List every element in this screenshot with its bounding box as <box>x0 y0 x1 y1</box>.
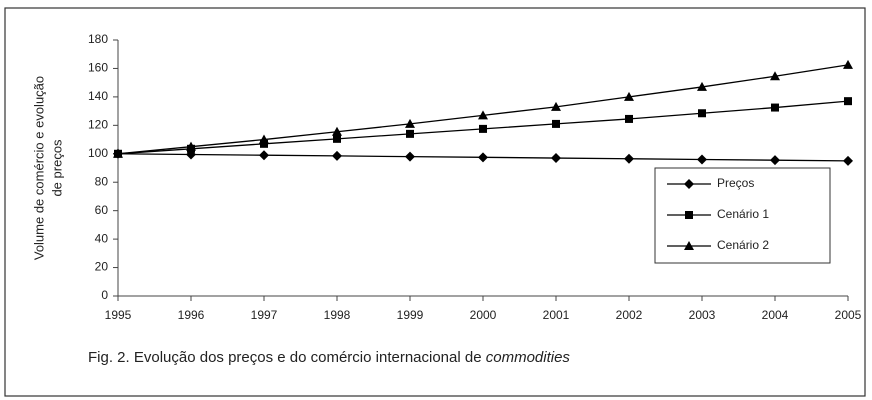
legend-label: Cenário 2 <box>717 238 769 252</box>
data-point <box>332 150 342 161</box>
y-axis-label: de preços <box>49 139 64 197</box>
data-point <box>843 59 853 69</box>
data-point <box>260 139 268 148</box>
data-point <box>479 124 487 133</box>
data-point <box>697 81 707 91</box>
data-point <box>405 151 415 162</box>
data-point <box>771 103 779 112</box>
data-point <box>113 148 123 158</box>
data-point <box>186 141 196 151</box>
data-point <box>478 110 488 120</box>
y-tick-label: 0 <box>101 288 108 302</box>
y-tick-label: 120 <box>88 118 108 132</box>
data-point <box>478 152 488 163</box>
data-point <box>332 126 342 136</box>
data-point <box>770 155 780 166</box>
data-point <box>698 109 706 118</box>
data-point <box>844 97 852 106</box>
y-tick-label: 140 <box>88 89 108 103</box>
data-point <box>770 71 780 81</box>
y-tick-label: 60 <box>95 203 109 217</box>
x-tick-label: 1996 <box>178 308 205 322</box>
caption-italic: commodities <box>486 349 571 366</box>
data-point <box>333 134 341 143</box>
data-point <box>625 114 633 123</box>
x-tick-label: 1998 <box>324 308 351 322</box>
data-point <box>405 118 415 128</box>
legend-marker <box>684 241 694 250</box>
y-axis-label: Volume de comércio e evolução <box>31 76 46 260</box>
legend-label: Preços <box>717 176 754 190</box>
caption-text: Fig. 2. Evolução dos preços e do comérci… <box>88 349 482 366</box>
legend-marker <box>684 179 694 189</box>
y-tick-label: 40 <box>95 231 109 245</box>
y-tick-label: 160 <box>88 61 108 75</box>
data-point <box>259 150 269 161</box>
data-point <box>406 129 414 138</box>
data-point <box>551 101 561 111</box>
data-point <box>551 153 561 164</box>
x-tick-label: 2003 <box>689 308 716 322</box>
data-point <box>697 154 707 165</box>
data-point <box>624 153 634 164</box>
legend-marker <box>685 211 693 219</box>
x-tick-label: 2002 <box>616 308 643 322</box>
x-tick-label: 1997 <box>251 308 278 322</box>
data-point <box>624 91 634 101</box>
x-tick-label: 2004 <box>762 308 789 322</box>
y-tick-label: 100 <box>88 146 108 160</box>
y-tick-label: 80 <box>95 174 109 188</box>
x-tick-label: 2005 <box>835 308 862 322</box>
data-point <box>843 155 853 166</box>
y-tick-label: 20 <box>95 260 109 274</box>
legend-label: Cenário 1 <box>717 207 769 221</box>
y-tick-label: 180 <box>88 32 108 46</box>
caption: Fig. 2. Evolução dos preços e do comérci… <box>88 349 570 366</box>
data-point <box>259 134 269 144</box>
data-point <box>552 119 560 128</box>
x-tick-label: 1995 <box>105 308 132 322</box>
x-tick-label: 1999 <box>397 308 424 322</box>
x-tick-label: 2001 <box>543 308 570 322</box>
x-tick-label: 2000 <box>470 308 497 322</box>
